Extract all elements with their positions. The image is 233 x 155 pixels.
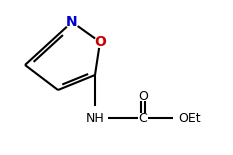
Text: C: C — [139, 111, 147, 124]
Text: N: N — [66, 15, 78, 29]
Text: O: O — [94, 35, 106, 49]
Text: O: O — [138, 89, 148, 102]
Text: OEt: OEt — [179, 111, 201, 124]
Text: NH: NH — [86, 111, 104, 124]
